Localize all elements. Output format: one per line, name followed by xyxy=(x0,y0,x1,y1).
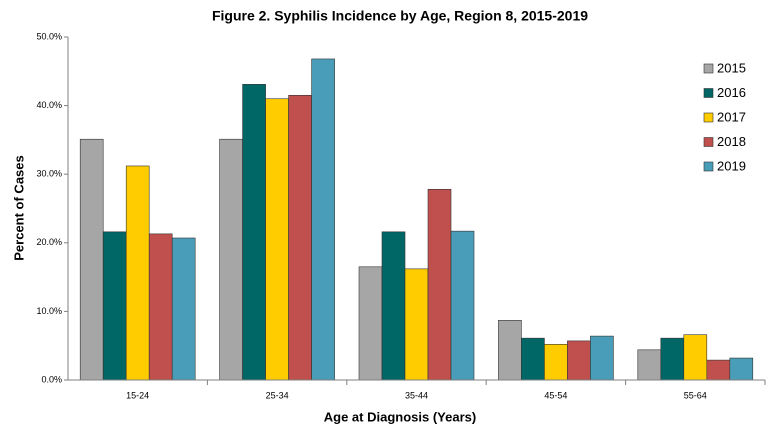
bar xyxy=(171,237,196,381)
y-tick-label: 30.0% xyxy=(36,169,62,179)
bar xyxy=(544,344,568,381)
legend-label: 2016 xyxy=(717,85,746,100)
bar xyxy=(242,84,266,381)
legend-swatch xyxy=(703,63,714,74)
y-axis-label: Percent of Cases xyxy=(11,155,26,261)
bar xyxy=(521,337,545,381)
bar xyxy=(381,231,406,381)
x-axis-label: Age at Diagnosis (Years) xyxy=(324,409,476,424)
bar xyxy=(404,268,429,381)
bar xyxy=(265,98,289,381)
bar xyxy=(498,320,522,381)
bar xyxy=(79,138,104,381)
y-tick-label: 50.0% xyxy=(36,31,62,41)
bar xyxy=(311,58,335,381)
x-tick-label: 25-34 xyxy=(266,390,289,400)
legend-swatch xyxy=(703,88,714,98)
x-tick-label: 55-64 xyxy=(684,390,707,400)
bar xyxy=(729,357,754,381)
bar xyxy=(660,337,685,381)
bar xyxy=(148,233,173,381)
bar xyxy=(450,230,475,381)
bar xyxy=(288,95,312,381)
legend-label: 2015 xyxy=(717,60,746,75)
x-tick-label: 15-24 xyxy=(126,390,149,400)
x-tick-label: 45-54 xyxy=(544,390,567,400)
legend-label: 2017 xyxy=(717,109,746,124)
bar xyxy=(102,231,127,381)
chart-title: Figure 2. Syphilis Incidence by Age, Reg… xyxy=(212,8,588,24)
bar xyxy=(637,349,662,381)
bar xyxy=(590,335,614,381)
legend-label: 2019 xyxy=(717,158,746,173)
y-tick-label: 40.0% xyxy=(36,100,62,110)
bar xyxy=(706,359,731,381)
legend-swatch xyxy=(703,137,714,147)
bar xyxy=(125,165,150,381)
y-tick-label: 20.0% xyxy=(36,237,62,247)
x-tick-label: 35-44 xyxy=(405,390,428,400)
y-tick-label: 0.0% xyxy=(41,374,62,384)
legend-swatch xyxy=(703,161,714,172)
bar xyxy=(683,334,708,381)
bar xyxy=(358,266,383,381)
bar xyxy=(567,340,591,381)
bar xyxy=(219,138,243,381)
y-tick-label: 10.0% xyxy=(36,306,62,316)
legend-label: 2018 xyxy=(717,134,746,149)
legend-swatch xyxy=(703,112,714,123)
bar xyxy=(427,188,452,381)
